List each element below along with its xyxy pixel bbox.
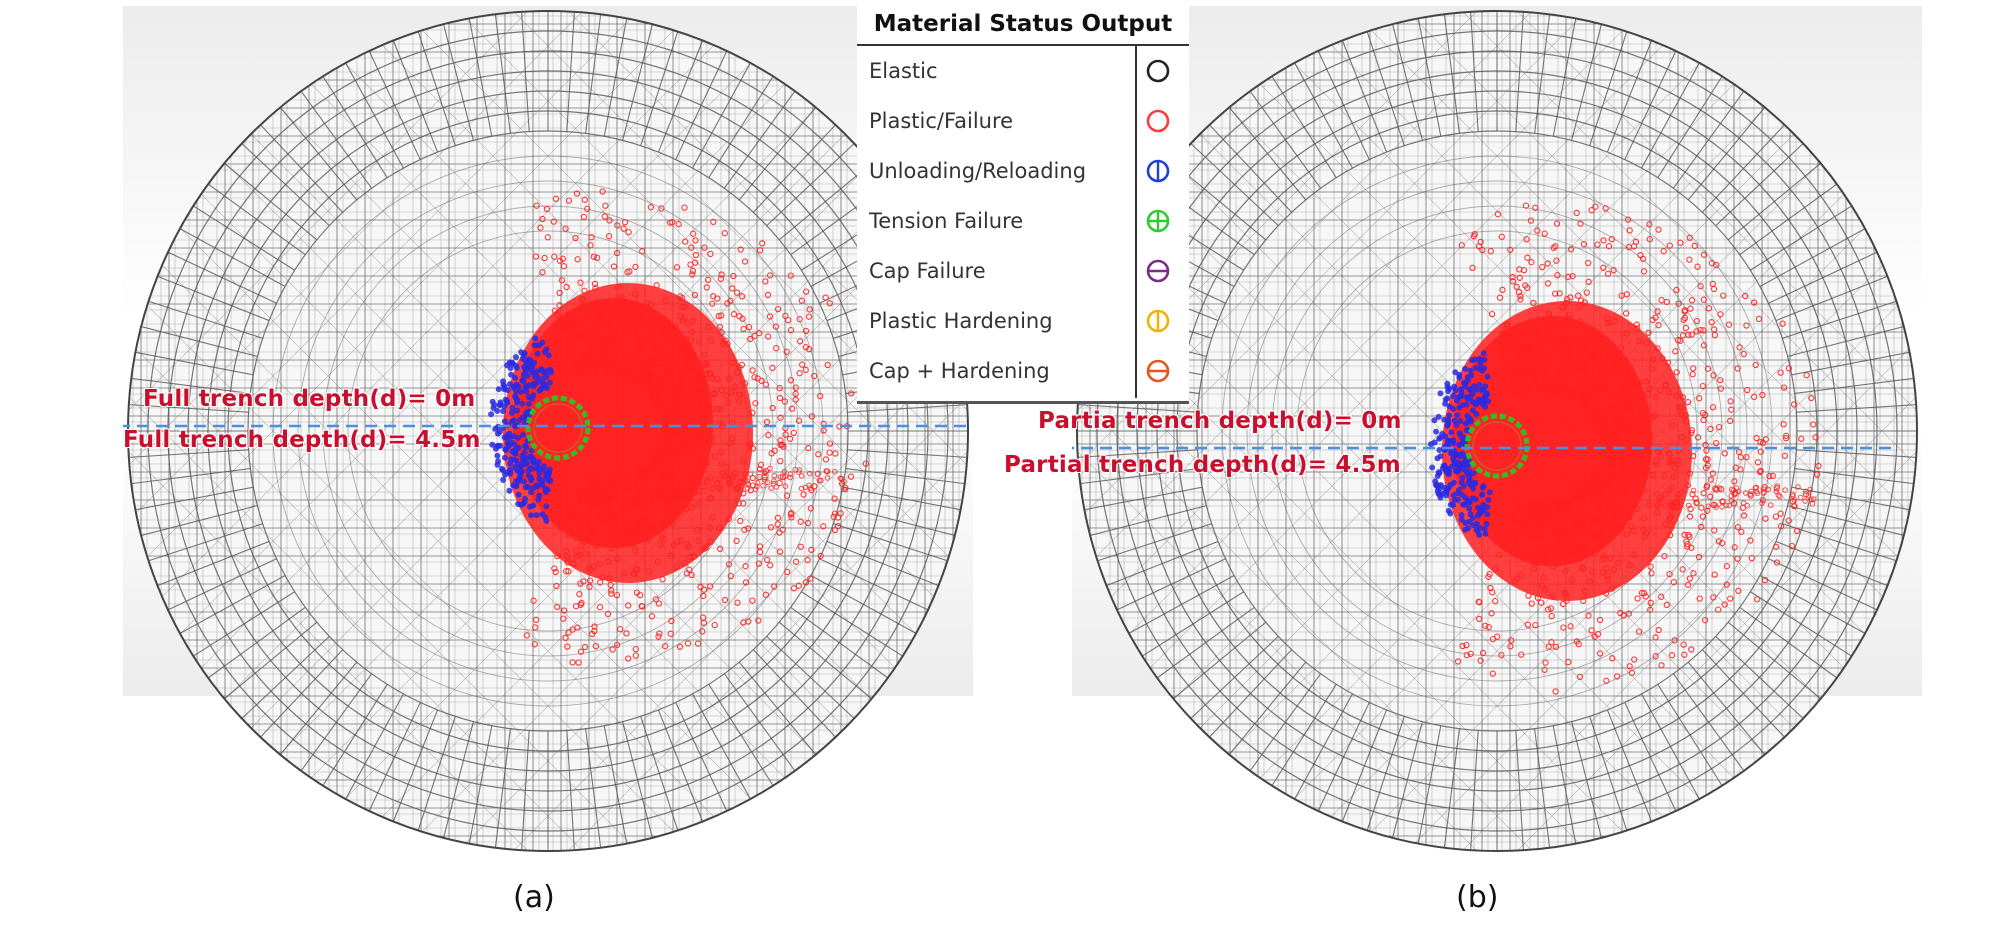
legend-symbol-icon [1146, 209, 1170, 233]
legend-label: Unloading/Reloading [869, 159, 1087, 183]
legend-bottom-rule [857, 401, 1189, 404]
legend-label: Elastic [869, 59, 938, 83]
legend-symbol-icon [1146, 59, 1170, 83]
legend-label: Plastic/Failure [869, 109, 1014, 133]
legend-label: Cap Failure [869, 259, 986, 283]
legend-row: Elastic [857, 46, 1189, 96]
plastic-zone [1428, 202, 1822, 695]
legend-title: Material Status Output [857, 4, 1189, 46]
legend-symbol-icon [1146, 159, 1170, 183]
panel-b [1072, 6, 1922, 866]
panel-a-label-bottom: Full trench depth(d)= 4.5m [123, 427, 481, 453]
material-status-legend: Material Status Output Elastic Plastic/Fa… [857, 4, 1189, 404]
legend-divider [1135, 46, 1137, 398]
legend-symbol-icon [1146, 359, 1170, 383]
panel-a [123, 6, 973, 866]
legend-row: Cap Failure [857, 246, 1189, 296]
panel-b-label-bottom: Partial trench depth(d)= 4.5m [1004, 452, 1401, 478]
panel-b-label-top: Partia trench depth(d)= 0m [1038, 408, 1402, 434]
legend-body: Elastic Plastic/Failure Unloading/Reloadin… [857, 46, 1189, 404]
legend-label: Cap + Hardening [869, 359, 1050, 383]
legend-row: Cap + Hardening [857, 346, 1189, 396]
panel-a-caption: (a) [513, 880, 555, 915]
legend-row: Unloading/Reloading [857, 146, 1189, 196]
legend-row: Plastic Hardening [857, 296, 1189, 346]
panel-a-label-top: Full trench depth(d)= 0m [143, 386, 476, 412]
legend-label: Plastic Hardening [869, 309, 1053, 333]
plastic-zone [488, 188, 869, 666]
panel-b-mesh [1072, 10, 1918, 852]
legend-symbol-icon [1146, 309, 1170, 333]
legend-symbol-icon [1146, 259, 1170, 283]
legend-row: Plastic/Failure [857, 96, 1189, 146]
legend-label: Tension Failure [869, 209, 1024, 233]
panel-b-caption: (b) [1456, 880, 1499, 915]
panel-a-mesh [123, 10, 973, 852]
legend-row: Tension Failure [857, 196, 1189, 246]
legend-symbol-icon [1146, 109, 1170, 133]
